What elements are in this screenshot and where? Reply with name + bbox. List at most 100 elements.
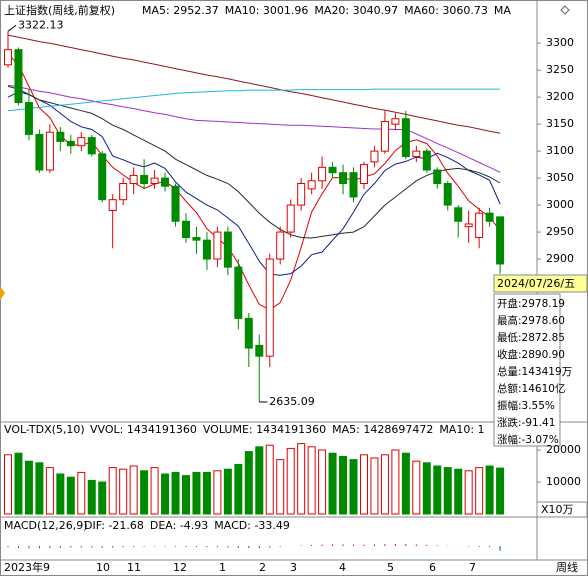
volume-bar (213, 470, 222, 515)
candle-body (339, 172, 348, 184)
annotation-line (7, 24, 17, 32)
candle-body (276, 231, 285, 260)
candle-body (87, 137, 96, 155)
candle-body (286, 204, 295, 233)
ma-line (7, 91, 501, 276)
info-box (493, 293, 561, 447)
candle-body (234, 266, 243, 319)
volume-bar (401, 452, 410, 515)
candle-body (485, 212, 494, 222)
candle-body (161, 177, 170, 187)
volume-bar (140, 470, 149, 515)
volume-bar (276, 459, 285, 515)
info-row: 振幅:3.55% (497, 399, 555, 412)
volume-bar (380, 454, 389, 515)
volume-bar (496, 467, 505, 515)
candle-body (119, 182, 128, 201)
info-row: 总量:143419万 (497, 365, 572, 378)
volume-bar (24, 460, 33, 515)
candle-body (401, 118, 410, 158)
volume-bar (129, 465, 138, 515)
volume-bar (422, 462, 431, 515)
unit-box (536, 501, 588, 518)
x-tick-label: 4 (339, 561, 346, 574)
volume-bar (45, 467, 54, 515)
candle-body (223, 231, 232, 268)
info-row: 涨跌:-91.41 (497, 416, 555, 429)
volume-bar (244, 451, 253, 515)
ma-line (7, 34, 501, 134)
volume-bar (328, 452, 337, 515)
candle-body (359, 164, 368, 184)
y-tick-label: 3250 (546, 63, 574, 76)
volume-bar (35, 462, 44, 515)
legend-entry: MA20: 3040.97 (314, 4, 398, 17)
x-tick-label: 5 (387, 561, 394, 574)
volume-bar (223, 468, 232, 515)
candle-body (318, 166, 327, 182)
legend-entry: MA5: 2952.37 (142, 4, 219, 17)
candle-body (4, 49, 12, 66)
volume-bar (192, 471, 201, 515)
volume-bar (349, 459, 358, 515)
legend-entry: DEA: -4.93 (150, 519, 208, 532)
volume-bar (119, 468, 128, 515)
volume-bar (161, 473, 170, 515)
legend-entry: VVOL: 1434191360 (90, 423, 197, 436)
candle-body (14, 49, 23, 104)
volume-bar (87, 479, 96, 515)
candle-body (108, 199, 117, 211)
x-tick-label: 7 (469, 561, 476, 574)
candle-body (56, 131, 65, 142)
volume-bar (391, 449, 400, 515)
volume-bar (265, 444, 274, 515)
legend-entry: MA60: 3060.73 (404, 4, 488, 17)
legend-entry: MA (494, 4, 511, 17)
menu-icon[interactable] (560, 5, 570, 15)
ma-line (7, 85, 501, 239)
candle-body (45, 131, 54, 171)
candle-body (98, 153, 107, 201)
volume-unit: X10万 (541, 503, 574, 516)
volume-bar (14, 452, 23, 515)
annotation: 3322.13 (18, 18, 64, 31)
y-tick-label: 20000 (546, 443, 581, 456)
info-row: 涨幅:-3.07% (497, 433, 559, 446)
candle-body (496, 216, 505, 265)
volume-bar (297, 443, 306, 515)
legend-entry: DIF: -21.68 (84, 519, 144, 532)
y-tick-label: 3100 (546, 144, 574, 157)
candle-body (171, 185, 180, 222)
candle-body (464, 223, 473, 228)
candle-body (391, 118, 400, 125)
macd-title: MACD(12,26,9) (4, 519, 88, 532)
volume-bar (443, 467, 452, 515)
volume-title: VOL-TDX(5,10) (4, 423, 85, 436)
x-tick-label: 3 (290, 561, 297, 574)
volume-bar (77, 471, 86, 515)
annotation: 2635.09 (269, 395, 315, 408)
date-box (493, 274, 588, 293)
y-tick-label: 2950 (546, 225, 574, 238)
volume-bar (255, 446, 264, 515)
legend-entry: VOLUME: 1434191360 (203, 423, 326, 436)
volume-bar (286, 447, 295, 515)
candle-body (475, 212, 484, 238)
candle-body (454, 207, 463, 222)
candle-body (77, 137, 86, 147)
y-tick-label: 3200 (546, 90, 574, 103)
volume-bar (318, 449, 327, 515)
ma-line (7, 84, 501, 173)
info-row: 最低:2872.85 (497, 331, 565, 344)
volume-bar (485, 465, 494, 515)
y-tick-label: 3050 (546, 171, 574, 184)
volume-bar (150, 467, 159, 515)
candle-body (422, 150, 431, 171)
volume-bar (464, 470, 473, 515)
candle-body (244, 317, 253, 349)
candle-body (265, 258, 274, 357)
info-row: 最高:2978.60 (497, 314, 565, 327)
volume-bar (66, 476, 75, 515)
ma-line (7, 88, 501, 112)
